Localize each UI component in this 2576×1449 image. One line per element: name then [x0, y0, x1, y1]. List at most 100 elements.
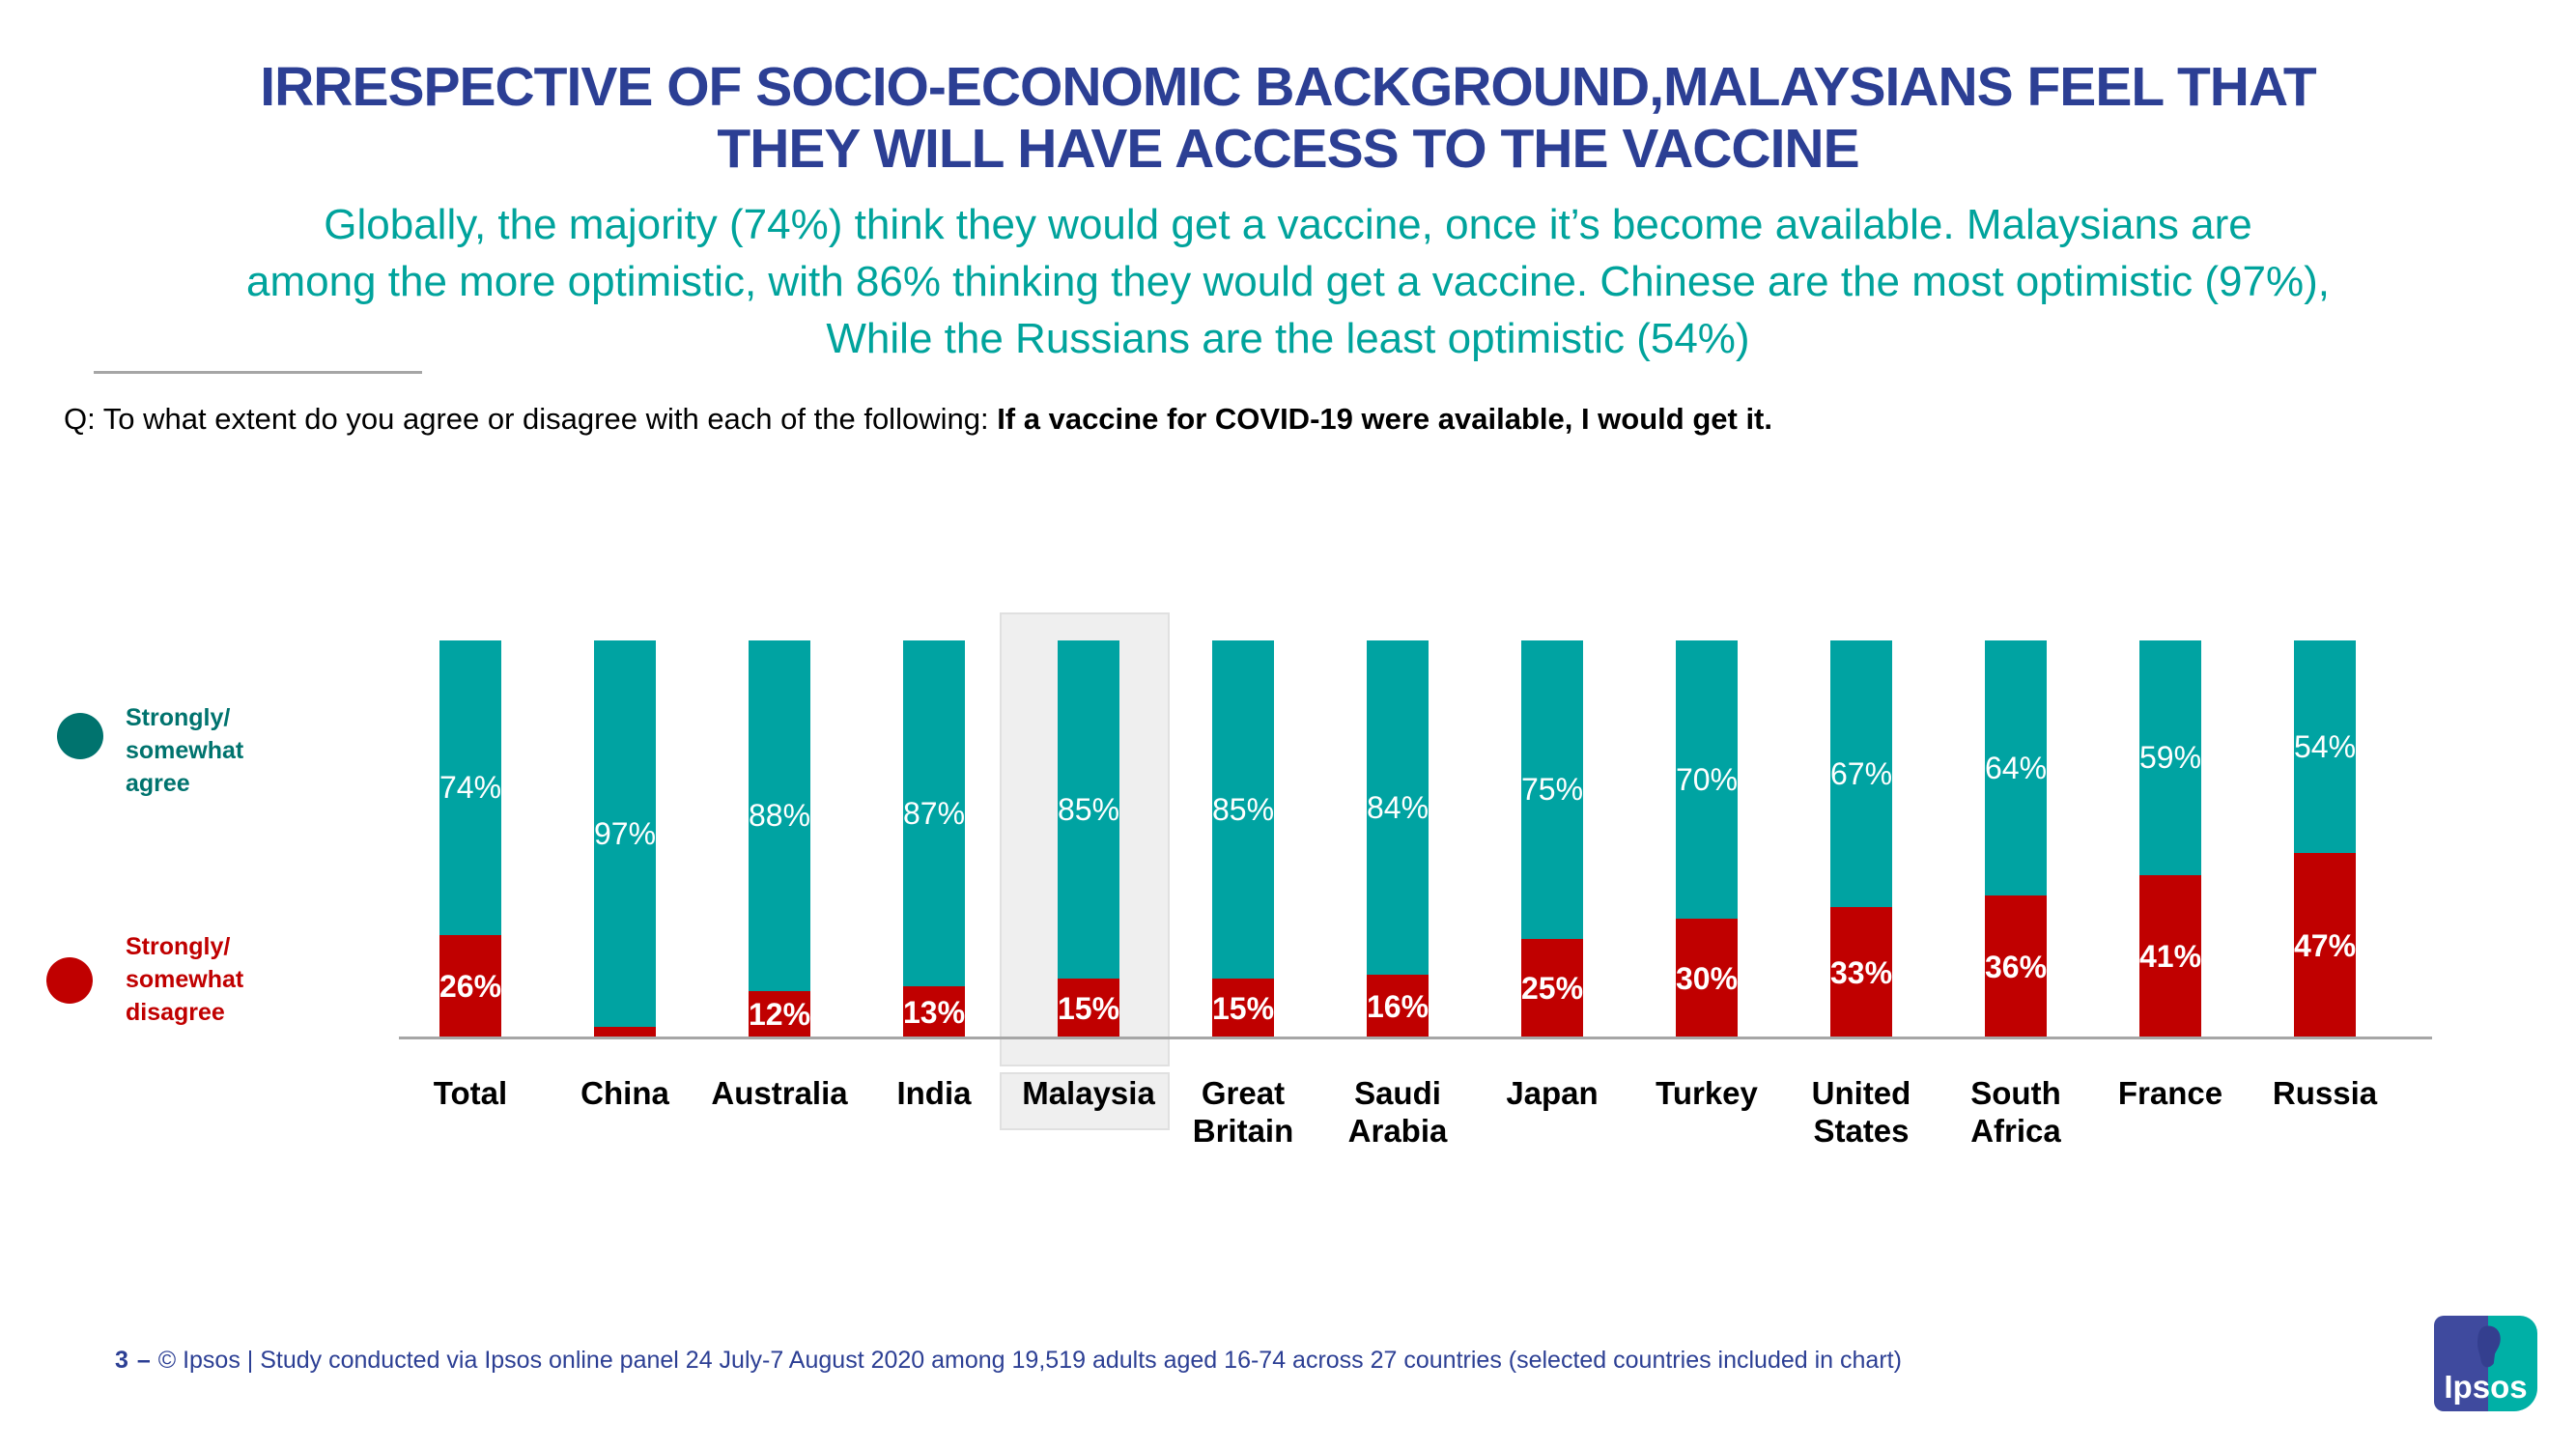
subtitle-line-1: Globally, the majority (74%) think they … — [324, 201, 2252, 248]
bar-segment-agree: 70% — [1676, 640, 1738, 919]
bar-value-disagree: 41% — [2138, 939, 2202, 974]
ipsos-logo-left-half — [2434, 1316, 2488, 1411]
bar-segment-disagree — [594, 1027, 656, 1038]
bar-value-disagree: 47% — [2293, 927, 2357, 963]
page-title: IRRESPECTIVE OF SOCIO-ECONOMIC BACKGROUN… — [0, 56, 2576, 180]
bar-segment-disagree: 25% — [1521, 939, 1583, 1038]
malaysia-highlight-label-box — [1000, 1072, 1170, 1130]
category-label-malaysia: Malaysia — [1022, 1075, 1155, 1111]
bar-segment-agree: 75% — [1521, 640, 1583, 939]
bar-segment-agree: 84% — [1367, 640, 1429, 975]
category-label-united-states: United States — [1811, 1075, 1911, 1149]
bar-segment-agree: 85% — [1058, 640, 1119, 979]
question-prefix: Q: To what extent do you agree or disagr… — [64, 402, 998, 436]
bar-total: 74% 26% — [439, 640, 501, 1038]
bar-segment-agree: 97% — [594, 640, 656, 1027]
bar-segment-disagree: 41% — [2139, 875, 2201, 1038]
bar-segment-agree: 87% — [903, 640, 965, 986]
bar-value-disagree: 15% — [1057, 990, 1120, 1026]
bar-value-disagree: 33% — [1829, 954, 1893, 990]
bar-value-agree: 85% — [1211, 791, 1275, 827]
ipsos-logo-text: Ipsos — [2444, 1369, 2528, 1405]
legend-agree-dot-icon — [57, 713, 103, 759]
bar-china: 97% — [594, 640, 656, 1038]
bar-value-agree: 84% — [1366, 789, 1430, 825]
bar-russia: 54% 47% — [2294, 640, 2356, 1038]
bar-segment-disagree: 16% — [1367, 975, 1429, 1038]
bar-malaysia: 85% 15% — [1058, 640, 1119, 1038]
bar-segment-disagree: 15% — [1058, 979, 1119, 1038]
category-label-total: Total — [433, 1075, 508, 1111]
footer: 3 – © Ipsos | Study conducted via Ipsos … — [115, 1347, 1902, 1375]
bar-india: 87% 13% — [903, 640, 965, 1038]
legend-agree-label: Strongly/ somewhat agree — [126, 701, 243, 800]
category-label-turkey: Turkey — [1656, 1075, 1758, 1111]
legend-disagree-line-1: Strongly/ — [126, 933, 231, 960]
page-title-line-1: IRRESPECTIVE OF SOCIO-ECONOMIC BACKGROUN… — [260, 56, 2316, 118]
bar-segment-disagree: 36% — [1985, 895, 2047, 1038]
category-label-great-britain: Great Britain — [1192, 1075, 1294, 1149]
subtitle-line-2: among the more optimistic, with 86% thin… — [245, 258, 2330, 305]
category-label-south-africa: South Africa — [1970, 1075, 2061, 1149]
category-label-australia: Australia — [711, 1075, 848, 1111]
bar-value-agree: 54% — [2293, 728, 2357, 764]
bar-value-agree: 87% — [902, 795, 966, 831]
legend-disagree-label: Strongly/ somewhat disagree — [126, 930, 243, 1029]
bar-segment-disagree: 26% — [439, 935, 501, 1038]
bar-segment-agree: 85% — [1212, 640, 1274, 979]
bar-value-agree: 85% — [1057, 791, 1120, 827]
subtitle-line-3: While the Russians are the least optimis… — [826, 315, 1750, 362]
bar-value-agree: 64% — [1984, 750, 2048, 785]
bar-value-agree: 70% — [1675, 761, 1739, 797]
category-label-india: India — [896, 1075, 972, 1111]
source-note: © Ipsos | Study conducted via Ipsos onli… — [157, 1347, 1902, 1374]
page-title-line-2: THEY WILL HAVE ACCESS TO THE VACCINE — [717, 118, 1859, 180]
bar-value-agree: 97% — [593, 815, 657, 851]
bar-segment-disagree: 47% — [2294, 853, 2356, 1038]
bar-segment-disagree: 33% — [1830, 907, 1892, 1038]
bar-segment-agree: 64% — [1985, 640, 2047, 895]
bar-segment-agree: 59% — [2139, 640, 2201, 875]
category-label-japan: Japan — [1506, 1075, 1599, 1111]
divider-line — [94, 371, 422, 374]
bar-japan: 75% 25% — [1521, 640, 1583, 1038]
bar-value-disagree: 30% — [1675, 960, 1739, 996]
question-statement: If a vaccine for COVID-19 were available… — [997, 402, 1772, 436]
ipsos-face-icon — [2477, 1325, 2501, 1368]
bar-segment-disagree: 15% — [1212, 979, 1274, 1038]
bar-value-disagree: 12% — [748, 997, 811, 1032]
legend-agree-line-1: Strongly/ — [126, 704, 231, 731]
bar-value-disagree: 15% — [1211, 990, 1275, 1026]
bar-france: 59% 41% — [2139, 640, 2201, 1038]
legend-agree-line-3: agree — [126, 770, 190, 797]
bar-saudi-arabia: 84% 16% — [1367, 640, 1429, 1038]
legend-agree-line-2: somewhat — [126, 737, 244, 764]
category-label-russia: Russia — [2272, 1075, 2378, 1111]
bar-value-agree: 59% — [2138, 740, 2202, 775]
bar-segment-disagree: 12% — [749, 991, 810, 1038]
bar-segment-disagree: 30% — [1676, 919, 1738, 1038]
bar-segment-disagree: 13% — [903, 986, 965, 1038]
bar-value-disagree: 25% — [1520, 971, 1584, 1006]
bar-value-disagree: 13% — [902, 994, 966, 1030]
bar-value-disagree: 26% — [439, 969, 502, 1004]
bar-australia: 88% 12% — [749, 640, 810, 1038]
category-label-china: China — [580, 1075, 669, 1111]
bar-segment-agree: 88% — [749, 640, 810, 991]
bar-south-africa: 64% 36% — [1985, 640, 2047, 1038]
question-text: Q: To what extent do you agree or disagr… — [64, 402, 2382, 437]
bar-segment-agree: 74% — [439, 640, 501, 935]
bar-great-britain: 85% 15% — [1212, 640, 1274, 1038]
bar-segment-agree: 67% — [1830, 640, 1892, 907]
subtitle: Globally, the majority (74%) think they … — [0, 196, 2576, 367]
bar-value-agree: 88% — [748, 798, 811, 833]
legend-disagree-line-3: disagree — [126, 999, 225, 1026]
category-label-france: France — [2117, 1075, 2223, 1111]
page-number: 3 – — [115, 1347, 152, 1374]
ipsos-logo: Ipsos — [2434, 1316, 2537, 1411]
bar-united-states: 67% 33% — [1830, 640, 1892, 1038]
bar-value-disagree: 36% — [1984, 949, 2048, 984]
x-axis-line — [399, 1037, 2432, 1039]
